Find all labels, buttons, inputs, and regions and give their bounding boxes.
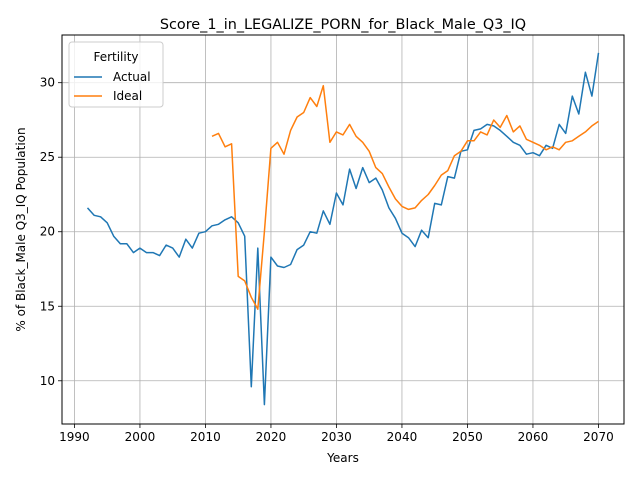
legend-frame [68,41,164,108]
y-tick-label: 15 [40,299,55,313]
series-line-ideal [211,84,599,310]
x-tick-label: 2030 [321,430,352,444]
x-tick-label: 2040 [387,430,418,444]
x-tick-label: 2010 [190,430,221,444]
x-tick-label: 2070 [583,430,614,444]
x-tick-label: 2020 [256,430,287,444]
series-line-actual [86,52,600,406]
x-tick-label: 1990 [59,430,90,444]
y-tick-label: 10 [40,374,55,388]
axes-frame [61,34,625,425]
series-lines [86,52,600,406]
y-axis-label: % of Black_Male Q3_IQ Population [14,127,28,331]
x-axis-label: Years [326,451,359,465]
x-tick-label: 2060 [518,430,549,444]
legend-title: Fertility [93,50,138,64]
legend: Fertility Actual Ideal [68,41,164,108]
x-tick-label: 2050 [452,430,483,444]
grid [62,35,624,424]
y-tick-label: 30 [40,76,55,90]
ticks: 1990 2000 2010 2020 2030 2040 2050 2060 20701015… [40,76,614,444]
y-tick-label: 20 [40,225,55,239]
x-tick-label: 2000 [125,430,156,444]
legend-label-ideal: Ideal [113,89,142,103]
legend-label-actual: Actual [113,70,151,84]
y-tick-label: 25 [40,150,55,164]
chart-title: Score_1_in_LEGALIZE_PORN_for_Black_Male_… [160,17,526,33]
